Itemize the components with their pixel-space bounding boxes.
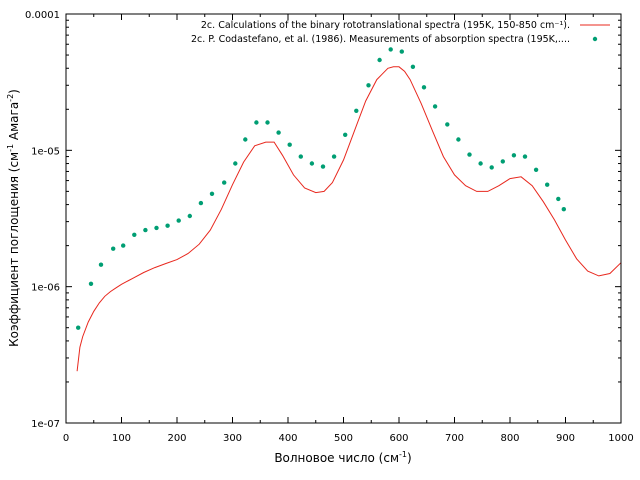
data-point-measurement [388, 47, 393, 52]
legend-label-calculation: 2c. Calculations of the binary rototrans… [201, 20, 570, 31]
data-point-measurement [222, 180, 227, 185]
data-point-measurement [309, 161, 315, 166]
series-line-calculation [76, 66, 622, 372]
data-point-measurement [399, 49, 404, 54]
data-point-measurement [88, 281, 94, 286]
data-point-measurement [111, 246, 116, 251]
x-tick-label: 100 [112, 433, 131, 444]
y-tick-label: 1e-07 [31, 419, 60, 430]
x-axis-label: Волновое число (см-1) [274, 450, 411, 465]
x-tick-label: 900 [556, 433, 575, 444]
data-point-measurement [298, 154, 303, 159]
data-point-measurement [76, 325, 81, 330]
data-point-measurement [343, 132, 348, 137]
data-point-measurement [456, 137, 461, 142]
y-axis-label: Коэффициент поглощения (см-1 Амага-2) [6, 89, 21, 347]
data-point-measurement [320, 164, 326, 169]
data-point-measurement [254, 120, 259, 125]
data-point-measurement [366, 83, 371, 88]
x-tick-label: 800 [500, 433, 519, 444]
legend: 2c. Calculations of the binary rototrans… [191, 20, 610, 45]
data-point-measurement [489, 165, 494, 170]
data-point-measurement [556, 196, 561, 202]
x-tick-label: 400 [278, 433, 297, 444]
data-point-measurement [467, 152, 472, 157]
legend-swatch-measurements [592, 36, 598, 42]
y-tick-label: 0.0001 [25, 10, 60, 21]
data-point-measurement [432, 104, 438, 109]
legend-label-measurements: 2c. P. Codastefano, et al. (1986). Measu… [191, 34, 570, 45]
ticks-layer: 0 100 200 300 400 500 600 700 800 900 1000 1e-07 1e-… [25, 10, 634, 444]
data-point-measurement [132, 232, 137, 237]
data-point-measurement [98, 262, 104, 267]
data-point-measurement [561, 207, 566, 212]
data-point-measurement [165, 223, 170, 228]
data-point-measurement [445, 122, 450, 127]
data-point-measurement [533, 167, 539, 172]
data-point-measurement [331, 154, 337, 159]
data-point-measurement [354, 108, 359, 114]
data-point-measurement [154, 225, 159, 231]
data-point-measurement [143, 227, 148, 233]
x-tick-label: 500 [334, 433, 353, 444]
data-point-measurement [276, 130, 281, 135]
x-tick-label: 700 [445, 433, 464, 444]
data-point-measurement [176, 218, 181, 223]
x-tick-label: 1000 [608, 433, 633, 444]
x-tick-label: 300 [223, 433, 242, 444]
data-point-measurement [478, 161, 483, 166]
data-point-measurement [198, 200, 204, 206]
data-point-measurement [187, 213, 192, 219]
x-tick-label: 0 [63, 433, 69, 444]
data-point-measurement [545, 182, 550, 187]
data-point-measurement [233, 161, 238, 166]
data-point-measurement [511, 153, 517, 158]
x-tick-label: 200 [167, 433, 186, 444]
data-point-measurement [287, 142, 292, 147]
x-tick-label: 600 [389, 433, 408, 444]
data-point-measurement [377, 57, 382, 63]
series-layer [76, 47, 622, 372]
data-point-measurement [500, 159, 505, 164]
data-point-measurement [209, 191, 215, 196]
data-point-measurement [243, 137, 248, 142]
data-point-measurement [121, 243, 126, 248]
data-point-measurement [265, 120, 270, 125]
data-point-measurement [421, 85, 427, 90]
y-tick-label: 1e-06 [31, 283, 60, 294]
data-point-measurement [522, 154, 528, 159]
data-point-measurement [410, 64, 416, 70]
plot-frame [65, 13, 622, 424]
y-tick-label: 1e-05 [31, 146, 60, 157]
